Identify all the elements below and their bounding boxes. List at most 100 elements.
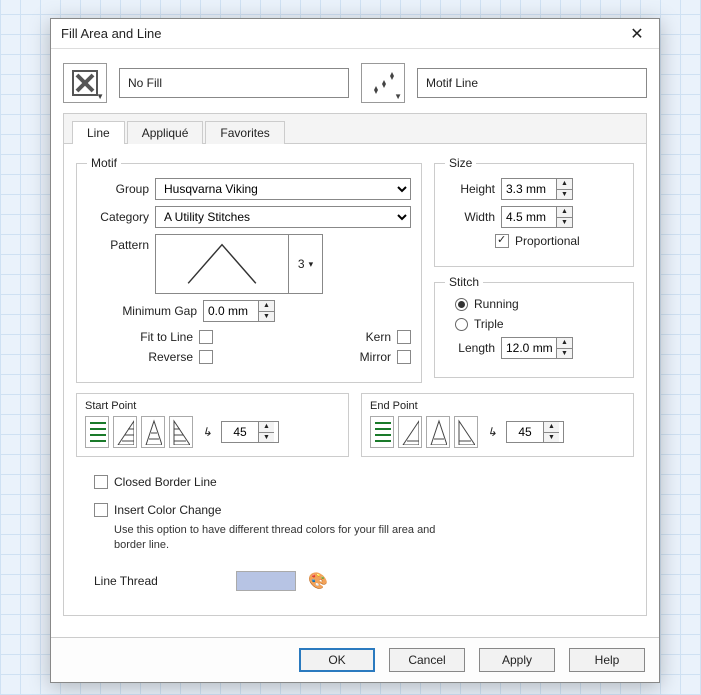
check-fit-to-line[interactable] — [199, 330, 213, 344]
color-picker-icon[interactable]: 🎨 — [308, 571, 328, 591]
check-insert-color[interactable] — [94, 503, 108, 517]
check-closed-border[interactable] — [94, 475, 108, 489]
chevron-down-icon: ▼ — [394, 92, 402, 101]
spin-down[interactable]: ▼ — [544, 433, 559, 443]
chevron-down-icon: ▾ — [309, 259, 314, 270]
label-running: Running — [474, 297, 519, 311]
dialog-footer: OK Cancel Apply Help — [51, 637, 659, 682]
radio-running[interactable] — [455, 298, 468, 311]
fill-type-label: No Fill — [128, 76, 162, 90]
input-min-gap[interactable] — [204, 301, 258, 321]
label-closed-border: Closed Border Line — [114, 475, 217, 489]
tab-favorites[interactable]: Favorites — [205, 121, 284, 144]
label-min-gap: Minimum Gap — [87, 304, 197, 318]
group-stitch: Stitch Running Triple Length — [434, 275, 634, 378]
label-kern: Kern — [219, 330, 391, 344]
endpoint-opt-2[interactable] — [398, 416, 422, 448]
startpoint-opt-2[interactable] — [113, 416, 137, 448]
group-size: Size Height ▲▼ Width — [434, 156, 634, 267]
label-triple: Triple — [474, 317, 504, 331]
spin-down[interactable]: ▼ — [557, 190, 572, 200]
motif-legend: Motif — [87, 156, 121, 170]
label-reverse: Reverse — [113, 350, 193, 364]
spinner-end-angle[interactable]: ▲▼ — [506, 421, 564, 443]
spin-up[interactable]: ▲ — [544, 422, 559, 433]
spin-up[interactable]: ▲ — [557, 338, 572, 349]
check-proportional[interactable] — [495, 234, 509, 248]
endpoint-opt-4[interactable] — [454, 416, 478, 448]
startpoint-opt-4[interactable] — [169, 416, 193, 448]
group-start-point: Start Point ↳ ▲▼ — [76, 393, 349, 457]
startpoint-opt-1[interactable] — [85, 416, 109, 448]
pattern-preview[interactable]: 3 ▾ — [155, 234, 323, 294]
angle-icon: ↳ — [482, 418, 502, 446]
label-width: Width — [445, 210, 495, 224]
angle-icon: ↳ — [197, 418, 217, 446]
text-insert-color-help: Use this option to have different thread… — [94, 523, 454, 553]
check-mirror[interactable] — [397, 350, 411, 364]
stitch-legend: Stitch — [445, 275, 483, 289]
spinner-start-angle[interactable]: ▲▼ — [221, 421, 279, 443]
input-start-angle[interactable] — [222, 422, 258, 442]
help-button[interactable]: Help — [569, 648, 645, 672]
label-mirror: Mirror — [219, 350, 391, 364]
label-insert-color: Insert Color Change — [114, 503, 221, 517]
line-thread-swatch[interactable] — [236, 571, 296, 591]
no-fill-icon — [72, 70, 98, 96]
spin-down[interactable]: ▼ — [557, 218, 572, 228]
spin-up[interactable]: ▲ — [259, 422, 274, 433]
label-proportional: Proportional — [515, 234, 580, 248]
label-group: Group — [87, 182, 149, 196]
label-pattern: Pattern — [87, 234, 149, 252]
fill-type-field[interactable]: No Fill — [119, 68, 349, 98]
window-title: Fill Area and Line — [61, 26, 161, 41]
spin-down[interactable]: ▼ — [259, 433, 274, 443]
titlebar: Fill Area and Line ✕ — [51, 19, 659, 49]
ok-button[interactable]: OK — [299, 648, 375, 672]
startpoint-opt-3[interactable] — [141, 416, 165, 448]
group-end-point: End Point ↳ ▲▼ — [361, 393, 634, 457]
line-type-field[interactable]: Motif Line — [417, 68, 647, 98]
spinner-width[interactable]: ▲▼ — [501, 206, 573, 228]
cancel-button[interactable]: Cancel — [389, 648, 465, 672]
input-height[interactable] — [502, 179, 556, 199]
radio-triple[interactable] — [455, 318, 468, 331]
spin-down[interactable]: ▼ — [557, 349, 572, 359]
tab-applique[interactable]: Appliqué — [127, 121, 204, 144]
input-end-angle[interactable] — [507, 422, 543, 442]
pattern-index: 3 — [298, 257, 305, 271]
tab-line[interactable]: Line — [72, 121, 125, 144]
spin-up[interactable]: ▲ — [259, 301, 274, 312]
input-length[interactable] — [502, 338, 556, 358]
label-fit-to-line: Fit to Line — [113, 330, 193, 344]
check-kern[interactable] — [397, 330, 411, 344]
label-length: Length — [445, 341, 495, 355]
apply-button[interactable]: Apply — [479, 648, 555, 672]
spinner-min-gap[interactable]: ▲▼ — [203, 300, 275, 322]
label-line-thread: Line Thread — [94, 574, 184, 588]
spinner-height[interactable]: ▲▼ — [501, 178, 573, 200]
endpoint-opt-3[interactable] — [426, 416, 450, 448]
spin-up[interactable]: ▲ — [557, 179, 572, 190]
line-type-label: Motif Line — [426, 76, 478, 90]
label-start-point: Start Point — [85, 400, 340, 412]
label-end-point: End Point — [370, 400, 625, 412]
close-icon[interactable]: ✕ — [625, 22, 649, 46]
tabstrip: Line Appliqué Favorites — [64, 114, 646, 143]
fill-type-picker[interactable]: ▼ — [63, 63, 107, 103]
spin-down[interactable]: ▼ — [259, 312, 274, 322]
label-height: Height — [445, 182, 495, 196]
select-category[interactable]: A Utility Stitches — [155, 206, 411, 228]
chevron-down-icon: ▼ — [96, 92, 104, 101]
label-category: Category — [87, 210, 149, 224]
spinner-length[interactable]: ▲▼ — [501, 337, 573, 359]
input-width[interactable] — [502, 207, 556, 227]
size-legend: Size — [445, 156, 476, 170]
select-group[interactable]: Husqvarna Viking — [155, 178, 411, 200]
spin-up[interactable]: ▲ — [557, 207, 572, 218]
line-type-picker[interactable]: ▼ — [361, 63, 405, 103]
dialog-fill-area-and-line: Fill Area and Line ✕ ▼ No Fill — [50, 18, 660, 683]
group-motif: Motif Group Husqvarna Viking Category A … — [76, 156, 422, 383]
endpoint-opt-1[interactable] — [370, 416, 394, 448]
check-reverse[interactable] — [199, 350, 213, 364]
